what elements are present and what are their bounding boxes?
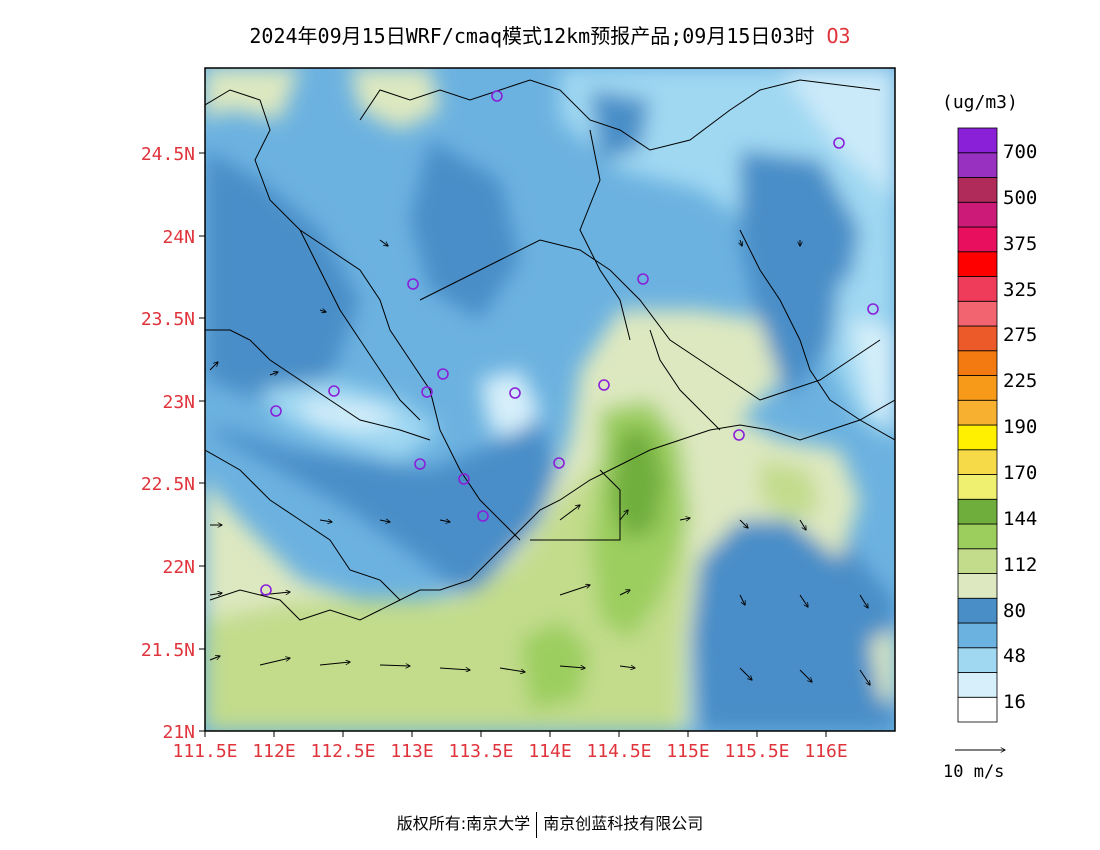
station-marker <box>733 429 745 441</box>
colorbar-box <box>957 498 998 525</box>
colorbar-label: 80 <box>1003 600 1026 622</box>
colorbar-box <box>957 325 998 352</box>
station-marker <box>867 303 879 315</box>
copyright-left: 版权所有:南京大学 <box>396 814 531 833</box>
wind-scale-label: 10 m/s <box>943 762 1005 782</box>
colorbar-box <box>957 449 998 475</box>
colorbar <box>957 127 998 723</box>
colorbar-label: 190 <box>1003 416 1037 438</box>
lat-tick-label: 22.5N <box>141 474 195 495</box>
colorbar-box <box>957 201 998 228</box>
colorbar-label: 48 <box>1003 645 1026 667</box>
colorbar-label: 325 <box>1003 279 1037 301</box>
colorbar-box <box>957 127 998 154</box>
station-marker <box>553 457 565 469</box>
station-marker <box>833 137 845 149</box>
colorbar-box <box>957 622 998 649</box>
station-marker <box>491 90 503 102</box>
colorbar-label: 170 <box>1003 462 1037 484</box>
colorbar-label: 225 <box>1003 370 1037 392</box>
colorbar-box <box>957 375 998 401</box>
colorbar-box <box>957 597 998 624</box>
station-marker <box>437 368 449 380</box>
lon-tick-label: 115.5E <box>724 741 789 762</box>
lon-tick-label: 112.5E <box>310 741 375 762</box>
lon-tick-label: 116E <box>804 741 847 762</box>
colorbar-box <box>957 696 998 723</box>
latitude-labels: 24.5N 24N 23.5N 23N 22.5N 22N 21.5N 21N <box>141 144 195 743</box>
colorbar-box <box>957 300 998 327</box>
colorbar-label: 375 <box>1003 233 1037 255</box>
colorbar-box <box>957 424 998 451</box>
station-marker <box>414 458 426 470</box>
lat-tick-label: 23.5N <box>141 309 195 330</box>
station-marker <box>421 386 433 398</box>
lon-tick-label: 115E <box>666 741 709 762</box>
station-marker <box>270 405 282 417</box>
lat-tick-label: 21N <box>162 722 195 743</box>
station-marker <box>407 278 419 290</box>
colorbar-unit: (ug/m3) <box>942 92 1018 113</box>
station-marker <box>477 510 489 522</box>
colorbar-box <box>957 226 998 253</box>
lon-tick-label: 114E <box>528 741 571 762</box>
colorbar-box <box>957 672 998 698</box>
title-main: 2024年09月15日WRF/cmaq模式12km预报产品;09月15日03时 <box>249 24 815 48</box>
colorbar-box <box>957 523 998 550</box>
colorbar-box <box>957 152 998 178</box>
colorbar-box <box>957 474 998 500</box>
lon-tick-label: 111.5E <box>172 741 237 762</box>
colorbar-box <box>957 399 998 426</box>
colorbar-box <box>957 350 998 376</box>
lon-tick-label: 113E <box>390 741 433 762</box>
colorbar-box <box>957 177 998 203</box>
lat-tick-label: 21.5N <box>141 640 195 661</box>
lat-tick-label: 24.5N <box>141 144 195 165</box>
colorbar-box <box>957 276 998 302</box>
copyright-right: 南京创蓝科技有限公司 <box>543 814 704 833</box>
colorbar-labels: 700 500 375 325 275 225 190 170 144 112 … <box>1003 141 1037 713</box>
colorbar-label: 144 <box>1003 508 1037 530</box>
footer-separator <box>536 811 538 838</box>
lon-tick-label: 114.5E <box>586 741 651 762</box>
station-marker <box>260 584 272 596</box>
colorbar-label: 112 <box>1003 554 1037 576</box>
chart-title: 2024年09月15日WRF/cmaq模式12km预报产品;09月15日03时 O… <box>0 20 1100 49</box>
colorbar-box <box>957 647 998 673</box>
colorbar-label: 16 <box>1003 691 1026 713</box>
tick-marks <box>199 152 827 737</box>
colorbar-label: 500 <box>1003 187 1037 209</box>
longitude-labels: 111.5E 112E 112.5E 113E 113.5E 114E 114.… <box>172 741 847 762</box>
station-marker <box>598 379 610 391</box>
colorbar-box <box>957 548 998 574</box>
station-marker <box>328 385 340 397</box>
station-marker <box>509 387 521 399</box>
lat-tick-label: 22N <box>162 557 195 578</box>
copyright-footer: 版权所有:南京大学 南京创蓝科技有限公司 <box>0 810 1100 838</box>
title-species: O3 <box>826 24 851 48</box>
station-marker <box>637 273 649 285</box>
lat-tick-label: 24N <box>162 227 195 248</box>
boundary-lines <box>205 79 895 621</box>
lon-tick-label: 112E <box>252 741 295 762</box>
lat-tick-label: 23N <box>162 392 195 413</box>
colorbar-label: 700 <box>1003 141 1037 163</box>
colorbar-box <box>957 573 998 599</box>
concentration-field <box>205 68 895 731</box>
colorbar-label: 275 <box>1003 324 1037 346</box>
monitoring-stations <box>260 90 879 596</box>
colorbar-box <box>957 251 998 277</box>
station-marker <box>458 473 470 485</box>
lon-tick-label: 113.5E <box>448 741 513 762</box>
